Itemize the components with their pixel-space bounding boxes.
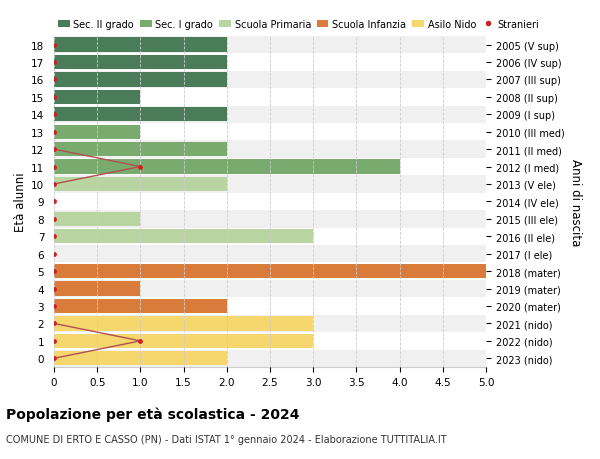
Bar [54,37,486,54]
Bar [54,123,486,141]
Bar [54,90,140,105]
Bar [54,193,486,211]
Bar [54,211,486,228]
Bar [54,280,486,297]
Bar [54,89,486,106]
Bar [54,352,227,366]
Bar [54,350,486,367]
Text: Popolazione per età scolastica - 2024: Popolazione per età scolastica - 2024 [6,406,299,421]
Legend: Sec. II grado, Sec. I grado, Scuola Primaria, Scuola Infanzia, Asilo Nido, Stran: Sec. II grado, Sec. I grado, Scuola Prim… [54,16,543,34]
Bar [54,73,227,87]
Bar [54,332,486,350]
Bar [54,317,313,331]
Bar [54,334,313,348]
Y-axis label: Anni di nascita: Anni di nascita [569,158,581,246]
Bar [54,106,486,123]
Bar [54,297,486,315]
Bar [54,143,227,157]
Bar [54,228,486,246]
Bar [54,299,227,313]
Bar [54,158,486,176]
Bar [54,263,486,280]
Bar [54,282,140,296]
Bar [54,176,486,193]
Bar [54,56,227,70]
Bar [54,38,227,52]
Bar [54,212,140,226]
Bar [54,246,486,263]
Y-axis label: Età alunni: Età alunni [14,172,27,232]
Bar [54,315,486,332]
Bar [54,178,227,192]
Bar [54,230,313,244]
Bar [54,108,227,122]
Bar [54,160,400,174]
Bar [54,54,486,72]
Text: COMUNE DI ERTO E CASSO (PN) - Dati ISTAT 1° gennaio 2024 - Elaborazione TUTTITAL: COMUNE DI ERTO E CASSO (PN) - Dati ISTAT… [6,434,446,444]
Bar [54,264,486,279]
Bar [54,125,140,140]
Bar [54,72,486,89]
Bar [54,141,486,158]
